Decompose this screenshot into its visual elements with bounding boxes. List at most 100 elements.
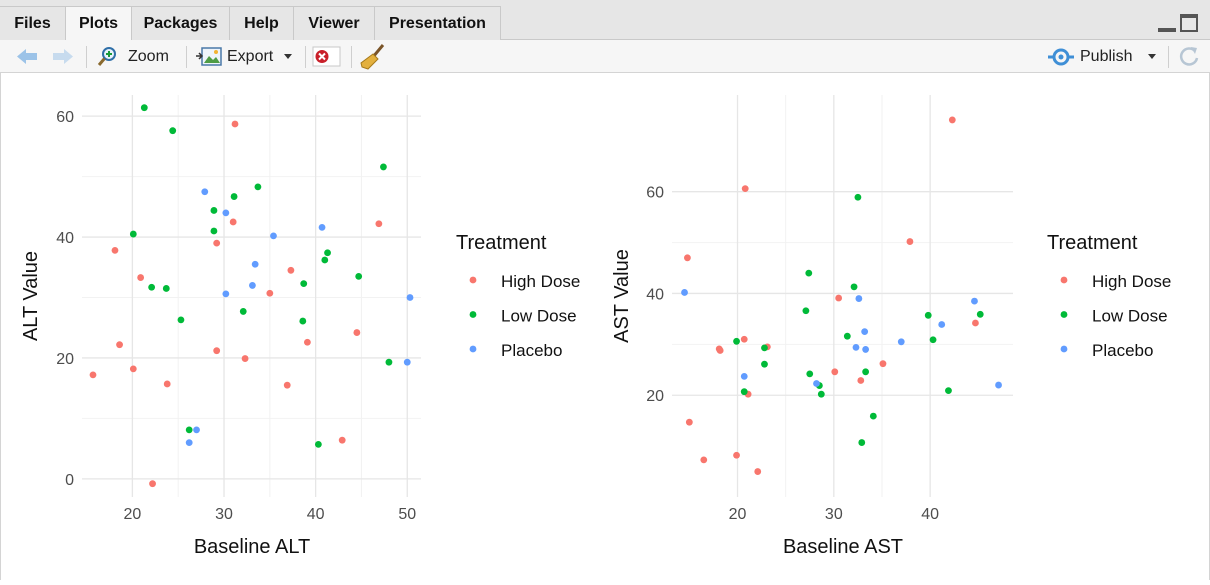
data-point (976, 310, 984, 318)
tab-help[interactable]: Help (230, 6, 294, 40)
data-point (231, 120, 239, 128)
plots-toolbar: Zoom Export Publish (0, 40, 1210, 73)
data-point (299, 317, 307, 325)
broom-clear-icon[interactable] (359, 40, 387, 73)
data-point (251, 260, 259, 268)
legend-label: Low Dose (501, 307, 577, 326)
toolbar-divider (351, 46, 352, 68)
legend-label: Placebo (1092, 341, 1153, 360)
data-point (266, 289, 274, 297)
data-point (972, 319, 979, 327)
data-point (140, 104, 148, 112)
tab-files[interactable]: Files (0, 6, 66, 40)
data-point (843, 332, 851, 340)
data-point (355, 272, 363, 280)
toolbar-divider (1168, 46, 1169, 68)
legend: Treatment High Dose Low Dose Placebo (456, 232, 580, 360)
y-tick-label: 60 (56, 109, 74, 126)
export-image-icon (196, 47, 222, 66)
faceted-scatter-plots: 20 30 40 50 0 20 40 60 Baseline ALT ALT Value Trea… (20, 95, 1171, 558)
y-tick-label: 0 (65, 472, 74, 489)
tab-viewer[interactable]: Viewer (294, 6, 375, 40)
data-point (858, 439, 866, 446)
x-tick-label: 40 (921, 506, 939, 523)
legend-label: Placebo (501, 341, 562, 360)
x-tick-label: 30 (825, 506, 843, 523)
data-point (831, 368, 839, 376)
back-arrow-icon[interactable] (14, 40, 40, 73)
zoom-button[interactable]: Zoom (96, 40, 178, 73)
y-axis-title: AST Value (611, 249, 633, 343)
data-point (162, 285, 170, 292)
data-point (287, 266, 295, 274)
data-point (324, 249, 331, 257)
data-point (857, 377, 865, 384)
data-point (740, 335, 748, 343)
legend-label: High Dose (1092, 272, 1171, 291)
data-point (239, 308, 247, 315)
chevron-down-icon (284, 54, 292, 59)
data-point (177, 316, 185, 324)
legend-label: High Dose (501, 272, 580, 291)
data-point (303, 338, 311, 346)
minimize-pane-icon[interactable] (1158, 20, 1176, 32)
scatter-panel-2: 20 30 40 20 40 60 Baseline AST AST Value Treatme… (611, 95, 1171, 558)
data-point (89, 371, 97, 379)
data-point (897, 338, 905, 346)
data-point (806, 370, 814, 378)
data-point (995, 381, 1002, 389)
data-point (185, 426, 193, 434)
data-point (193, 426, 200, 434)
scatter-panel-1: 20 30 40 50 0 20 40 60 Baseline ALT ALT Value Trea… (20, 95, 580, 558)
data-point (230, 193, 238, 200)
legend-key (469, 311, 477, 318)
data-point (111, 246, 119, 254)
data-point (300, 280, 308, 288)
x-axis-title: Baseline ALT (194, 536, 310, 558)
export-menu-button[interactable]: Export (196, 40, 300, 73)
data-point (869, 412, 877, 420)
data-point (740, 373, 748, 380)
toolbar-divider (305, 46, 306, 68)
data-point (700, 456, 708, 464)
data-point (802, 307, 810, 315)
x-tick-label: 20 (123, 506, 141, 523)
data-point (761, 360, 768, 368)
remove-plot-icon[interactable] (312, 40, 342, 73)
tab-presentation[interactable]: Presentation (375, 6, 501, 40)
data-point (375, 220, 383, 228)
refresh-icon[interactable] (1176, 40, 1202, 73)
y-axis-title: ALT Value (20, 251, 42, 341)
chevron-down-icon (1148, 54, 1156, 59)
data-point (270, 232, 277, 240)
tab-plots[interactable]: Plots (66, 6, 132, 41)
zoom-label: Zoom (128, 48, 169, 65)
data-point (681, 289, 688, 296)
x-tick-label: 50 (398, 506, 416, 523)
data-point (761, 344, 768, 352)
tab-packages[interactable]: Packages (132, 6, 230, 40)
data-point (879, 360, 887, 368)
pane-tab-bar: Files Plots Packages Help Viewer Present… (0, 0, 1210, 41)
legend-key (469, 276, 477, 284)
data-point (852, 343, 860, 351)
data-point (353, 329, 361, 336)
publish-menu-button[interactable]: Publish (1048, 40, 1160, 73)
legend-key (1060, 276, 1068, 284)
legend: Treatment High Dose Low Dose Placebo (1047, 232, 1171, 360)
data-point (222, 290, 230, 298)
data-point (805, 269, 813, 277)
data-point (385, 358, 393, 366)
data-point (813, 380, 820, 387)
data-point (945, 387, 952, 395)
data-point (971, 297, 978, 305)
data-point (163, 380, 171, 388)
y-tick-label: 40 (56, 230, 74, 247)
data-point (948, 116, 956, 124)
data-point (741, 185, 749, 193)
data-point (213, 347, 221, 355)
forward-arrow-icon[interactable] (50, 40, 76, 73)
x-tick-label: 30 (215, 506, 233, 523)
export-label: Export (227, 48, 274, 65)
maximize-pane-icon[interactable] (1180, 14, 1198, 32)
